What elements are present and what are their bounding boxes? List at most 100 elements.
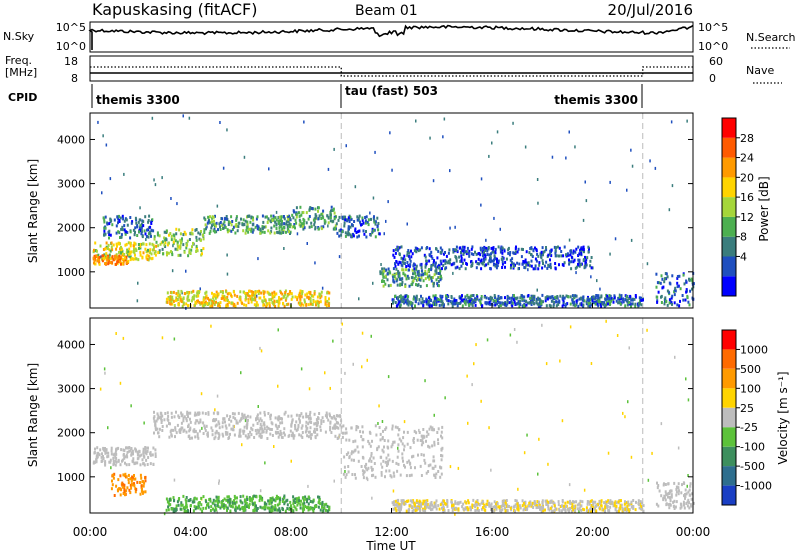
scatter-point <box>362 229 365 233</box>
scatter-point <box>225 217 228 221</box>
scatter-point <box>561 304 564 308</box>
scatter-point <box>317 209 319 213</box>
scatter-point <box>627 508 630 512</box>
scatter-point <box>361 331 364 335</box>
scatter-point <box>267 217 270 221</box>
scatter-point <box>314 207 317 211</box>
scatter-point <box>464 506 467 510</box>
scatter-point <box>374 222 377 226</box>
scatter-point <box>538 437 540 441</box>
scatter-point <box>214 224 217 228</box>
scatter-point <box>489 504 492 508</box>
scatter-point <box>557 503 560 507</box>
scatter-point <box>153 245 155 249</box>
scatter-point <box>421 436 424 440</box>
scatter-point <box>226 299 229 302</box>
scatter-point <box>231 228 234 231</box>
scatter-point <box>434 261 437 265</box>
scatter-point <box>142 242 145 246</box>
scatter-point <box>441 506 443 510</box>
scatter-point <box>532 267 535 271</box>
scatter-point <box>412 297 415 301</box>
scatter-point <box>553 504 556 508</box>
scatter-point <box>490 297 493 301</box>
scatter-point <box>358 229 361 233</box>
scatter-point <box>142 462 145 466</box>
scatter-point <box>277 328 279 332</box>
scatter-point <box>231 505 234 509</box>
scatter-point <box>204 296 207 300</box>
scatter-point <box>195 413 198 417</box>
scatter-point <box>501 260 504 264</box>
scatter-point <box>508 296 511 300</box>
scatter-point <box>535 247 538 251</box>
scatter-point <box>406 460 409 464</box>
scatter-point <box>171 302 174 306</box>
scatter-point <box>497 505 500 509</box>
scatter-point <box>361 425 364 429</box>
scatter-point <box>541 266 544 270</box>
scatter-point <box>249 415 252 419</box>
scatter-point <box>242 416 245 420</box>
scatter-point <box>274 504 277 507</box>
scatter-point <box>258 289 260 293</box>
scatter-point <box>284 292 287 296</box>
scatter-point <box>166 500 169 504</box>
scatter-point <box>383 445 385 449</box>
scatter-point <box>440 303 443 307</box>
scatter-point <box>369 457 372 461</box>
scatter-point <box>401 280 404 284</box>
scatter-point <box>436 431 439 434</box>
scatter-point <box>182 233 185 237</box>
scatter-point <box>185 417 188 421</box>
scatter-point <box>392 278 395 282</box>
scatter-point <box>409 259 412 263</box>
scatter-point <box>471 245 474 249</box>
scatter-point <box>521 297 524 301</box>
scatter-point <box>160 241 163 245</box>
scatter-point <box>97 120 99 124</box>
scatter-point <box>427 300 430 303</box>
scatter-point <box>615 509 618 513</box>
scatter-point <box>483 260 485 264</box>
scatter-point <box>385 456 388 460</box>
colorbar-tick-label: 1000 <box>740 343 768 356</box>
scatter-point <box>400 505 403 509</box>
scatter-point <box>289 223 292 227</box>
scatter-point <box>197 299 199 303</box>
scatter-point <box>680 505 683 509</box>
scatter-point <box>254 298 257 302</box>
scatter-point <box>528 251 531 255</box>
scatter-point <box>384 428 387 431</box>
scatter-point <box>320 227 323 231</box>
scatter-point <box>435 472 438 476</box>
scatter-point <box>98 255 101 259</box>
scatter-point <box>603 501 606 505</box>
scatter-point <box>170 238 173 242</box>
scatter-point <box>124 455 127 459</box>
scatter-point <box>175 232 178 236</box>
scatter-point <box>326 504 329 508</box>
scatter-point <box>230 301 233 305</box>
scatter-point <box>142 484 145 488</box>
scatter-point <box>299 301 301 305</box>
scatter-point <box>215 294 217 298</box>
scatter-point <box>404 465 406 469</box>
scatter-point <box>271 294 274 298</box>
scatter-point <box>343 455 346 459</box>
time-x-axis: 00:00 04:00 08:00 12:00 16:00 20:00 00:00 <box>73 303 710 539</box>
scatter-point <box>317 505 320 509</box>
scatter-point <box>143 421 145 425</box>
scatter-point <box>550 500 553 504</box>
scatter-point <box>670 296 673 300</box>
scatter-point <box>223 417 226 421</box>
scatter-point <box>245 495 248 499</box>
scatter-point <box>691 287 693 291</box>
scatter-point <box>292 495 295 499</box>
scatter-point <box>611 500 614 504</box>
scatter-point <box>646 328 648 332</box>
scatter-point <box>126 249 128 253</box>
scatter-point <box>271 422 274 426</box>
scatter-point <box>215 423 218 427</box>
scatter-point <box>274 416 277 420</box>
